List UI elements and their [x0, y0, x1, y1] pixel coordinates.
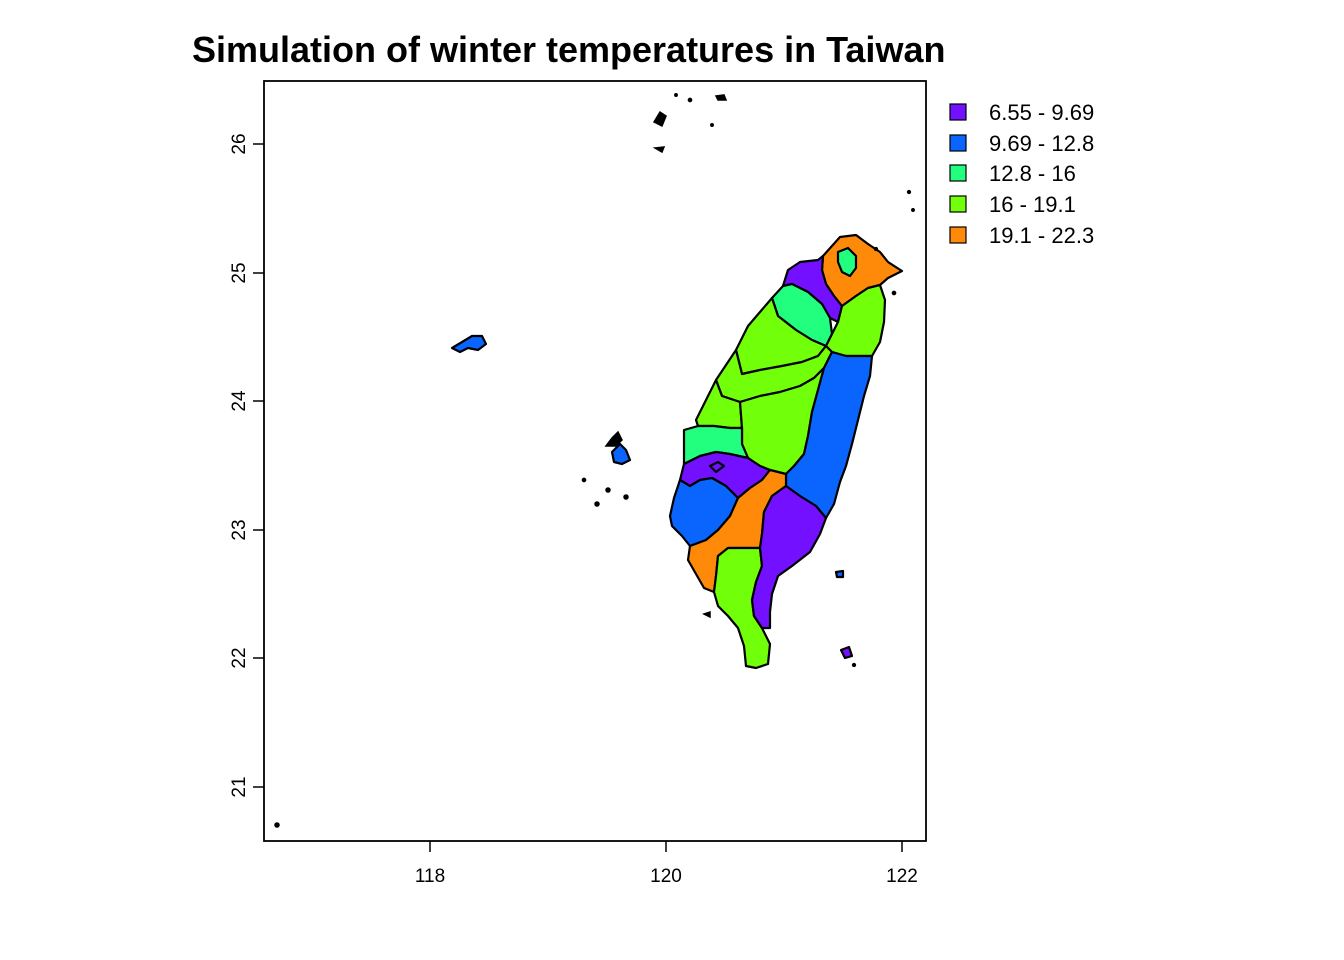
- outlying-islands: [274, 93, 915, 828]
- y-axis: [253, 143, 264, 788]
- island-penghu-south: [594, 501, 600, 507]
- island-matsu-south: [652, 146, 666, 154]
- island-green-island: [834, 569, 845, 579]
- x-tick-label: 118: [415, 866, 445, 887]
- island-matsu-north: [652, 110, 667, 128]
- y-tick-label: 22: [229, 647, 250, 668]
- island-matsu-islet-2: [674, 93, 678, 97]
- island-penghu-north: [604, 430, 623, 447]
- taiwan-main-island: [668, 233, 904, 670]
- region-hualien: [784, 350, 874, 520]
- x-tick-label: 122: [886, 866, 918, 887]
- island-matsu-east: [714, 94, 728, 101]
- legend: 6.55 - 9.69 9.69 - 12.8 12.8 - 16 16 - 1…: [949, 100, 1094, 248]
- legend-label: 9.69 - 12.8: [989, 131, 1094, 156]
- region-taipei: [836, 246, 858, 278]
- island-matsu-islet: [687, 97, 693, 103]
- y-tick-label: 25: [229, 262, 250, 283]
- island-penghu-south-3: [623, 494, 629, 500]
- legend-swatch: [949, 195, 967, 213]
- y-tick-label: 21: [229, 776, 250, 797]
- y-tick-label: 26: [229, 133, 250, 154]
- legend-label: 6.55 - 9.69: [989, 100, 1094, 125]
- island-orchid-island: [839, 645, 854, 660]
- legend-label: 16 - 19.1: [989, 192, 1076, 217]
- island-penghu-south-2: [605, 487, 611, 493]
- island-keelung-islet: [873, 246, 879, 252]
- island-mianhua: [911, 208, 915, 212]
- island-guishan: [891, 290, 897, 296]
- legend-swatch: [949, 134, 967, 152]
- island-liuqiu: [702, 610, 711, 619]
- y-tick-label: 24: [229, 390, 250, 412]
- island-penghu-west: [581, 477, 587, 483]
- island-pengjia: [906, 189, 912, 195]
- island-little-orchid: [851, 662, 857, 668]
- y-tick-label: 23: [229, 519, 250, 540]
- island-penghu: [610, 442, 632, 466]
- plot-frame: [263, 80, 927, 842]
- map-title: Simulation of winter temperatures in Tai…: [192, 29, 945, 70]
- island-matsu-islet-3: [710, 123, 714, 127]
- x-axis: [429, 841, 903, 852]
- legend-swatch: [949, 226, 967, 244]
- legend-label: 12.8 - 16: [989, 161, 1076, 186]
- island-kinmen: [450, 334, 488, 354]
- legend-label: 19.1 - 22.3: [989, 223, 1094, 248]
- region-tainan-inner-outline: [708, 460, 726, 474]
- legend-swatch: [949, 103, 967, 121]
- x-tick-label: 120: [650, 866, 682, 887]
- legend-swatch: [949, 164, 967, 182]
- island-pratas: [274, 822, 280, 828]
- region-taitung: [750, 484, 828, 630]
